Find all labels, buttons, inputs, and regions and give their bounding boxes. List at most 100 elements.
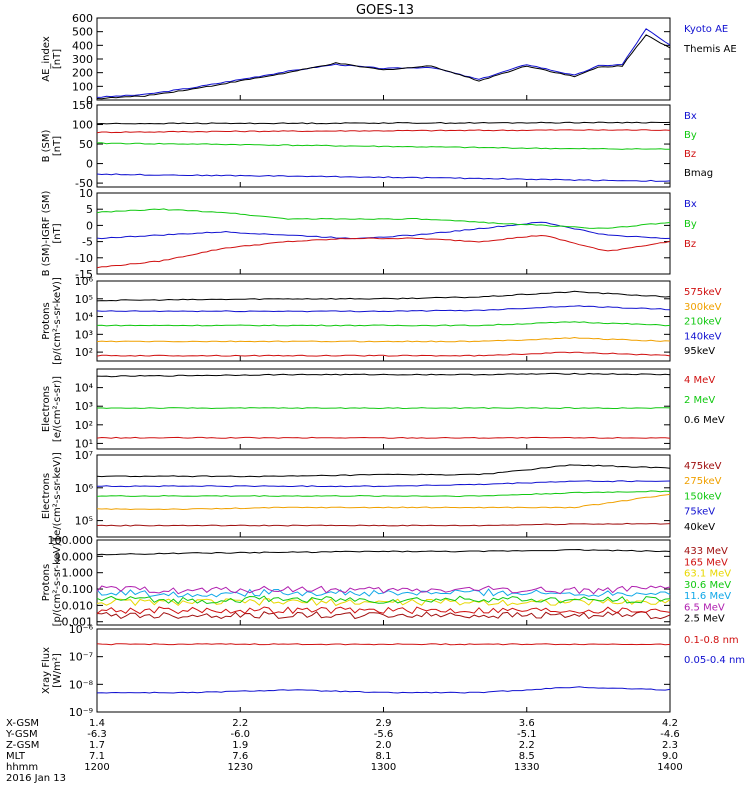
- series-line-2-5-mev: [96, 548, 671, 556]
- series-line-0-1-0-8-nm: [96, 643, 671, 646]
- y-axis-label: Electrons[e/(cm²-s-sr-keV)]: [41, 452, 63, 540]
- x-tick-label: -6.3: [87, 729, 107, 740]
- legend-entry: 210keV: [684, 317, 722, 328]
- panel-xray: 10⁻⁹ 10⁻⁸ 10⁻⁷ 10⁻⁶ Xray Flux[W/m²] 0.1-0.8 n…: [41, 623, 745, 719]
- panel-frame: [96, 17, 671, 101]
- y-tick-label: -15: [75, 268, 93, 281]
- panel-bsm: -50 0 50 100 150 B (SM)[nT] Bx By Bz Bmag: [41, 99, 713, 190]
- x-tick-label: 4.2: [662, 718, 678, 729]
- series-line-4-mev: [96, 436, 671, 439]
- legend-entry: 30.6 MeV: [684, 580, 731, 591]
- x-row-label: Y-GSM: [5, 729, 38, 740]
- y-tick-label: 500: [72, 26, 93, 39]
- legend-entry: Themis AE: [683, 44, 737, 55]
- series-line-433-mev: [96, 611, 671, 620]
- legend-entry: 4 MeV: [684, 375, 715, 386]
- legend-entry: 2.5 MeV: [684, 614, 725, 625]
- series-line-bx: [96, 221, 671, 240]
- legend-entry: 95keV: [684, 346, 715, 357]
- y-tick-label: 150: [72, 99, 93, 112]
- panel-bigrf: -15 -10 -5 0 5 10 B (SM)-IGRF (SM)[nT] Bx By Bz: [41, 187, 697, 281]
- y-tick-label: 10³: [75, 328, 93, 341]
- x-tick-label: 1330: [514, 762, 539, 773]
- series-line-210kev: [96, 321, 671, 327]
- y-axis-label: Protons[p/(cm²-s-sr-keV)]: [41, 539, 63, 627]
- legend-entry: 433 MeV: [684, 546, 728, 557]
- y-tick-label: 10⁷: [75, 449, 93, 462]
- legend-entry: Bz: [684, 149, 696, 160]
- y-tick-label: 10⁻⁷: [69, 651, 93, 664]
- y-tick-label: 10.000: [55, 550, 94, 563]
- y-tick-label: 0.010: [62, 599, 94, 612]
- y-tick-label: 100: [72, 80, 93, 93]
- x-tick-label: 1300: [371, 762, 396, 773]
- series-line-63-1-mev: [96, 598, 671, 607]
- x-tick-label: 2.9: [376, 718, 392, 729]
- y-axis-label: B (SM)-IGRF (SM)[nT]: [41, 191, 63, 277]
- series-line-75kev: [97, 480, 671, 488]
- legend-entry: 275keV: [684, 476, 722, 487]
- x-tick-label: 8.5: [519, 751, 535, 762]
- legend-entry: 40keV: [684, 522, 715, 533]
- x-tick-label: 3.6: [519, 718, 535, 729]
- y-tick-label: 10⁻⁹: [69, 706, 93, 719]
- y-tick-label: -5: [82, 236, 93, 249]
- x-tick-label: -5.1: [517, 729, 537, 740]
- series-line-165-mev: [96, 606, 671, 615]
- y-tick-label: 10⁴: [75, 382, 94, 395]
- y-tick-label: 100.000: [48, 534, 94, 547]
- series-line-6-5-mev: [96, 585, 671, 595]
- x-row-label: X-GSM: [6, 718, 39, 729]
- series-line-95kev: [96, 290, 671, 302]
- legend-entry: 575keV: [684, 287, 722, 298]
- legend-entry: 2 MeV: [684, 395, 715, 406]
- legend-entry: 165 MeV: [684, 557, 728, 568]
- y-tick-label: 10⁻⁶: [69, 623, 94, 636]
- x-tick-label: 1400: [657, 762, 682, 773]
- y-tick-label: 10: [79, 187, 93, 200]
- x-tick-label: 1230: [228, 762, 253, 773]
- y-tick-label: 400: [72, 39, 93, 52]
- y-axis-label: B (SM)[nT]: [41, 129, 63, 162]
- series-line-575kev: [96, 351, 671, 357]
- series-line-themis-ae: [96, 34, 671, 100]
- legend-entry: Bx: [684, 199, 697, 210]
- legend-entry: 63.1 MeV: [684, 569, 731, 580]
- x-row-label: hhmm: [6, 762, 38, 773]
- series-line-275kev: [96, 493, 671, 511]
- y-tick-label: 0: [86, 219, 93, 232]
- x-tick-label: 2.0: [376, 740, 392, 751]
- legend-entry: Kyoto AE: [684, 24, 728, 35]
- date-label: 2016 Jan 13: [6, 773, 66, 784]
- series-line-by: [96, 142, 670, 150]
- y-tick-label: 5: [86, 203, 93, 216]
- y-axis-label: Protons[p/(cm²-s-sr-keV)]: [41, 277, 63, 365]
- legend-entry: By: [684, 130, 697, 141]
- y-tick-label: 200: [72, 67, 93, 80]
- series-line-140kev: [96, 305, 671, 313]
- x-tick-label: 2.2: [519, 740, 535, 751]
- legend-entry: Bx: [684, 111, 697, 122]
- x-row-label: Z-GSM: [6, 740, 39, 751]
- panel-elec1: 10¹ 10² 10³ 10⁴ Electrons[e/(cm²-s-sr)] 4 MeV…: [41, 368, 725, 450]
- series-line-bmag: [96, 121, 671, 125]
- x-tick-label: 1.7: [89, 740, 105, 751]
- panel-frame: [96, 368, 671, 450]
- series-line-300kev: [96, 336, 671, 343]
- panel-frame: [96, 628, 671, 713]
- x-tick-label: 8.1: [376, 751, 392, 762]
- y-tick-label: 0: [86, 94, 93, 107]
- y-axis-label: Xray Flux[W/m²]: [41, 647, 63, 694]
- legend-entry: 300keV: [684, 302, 722, 313]
- legend-entry: 150keV: [684, 491, 722, 502]
- series-line-150kev: [96, 490, 671, 498]
- panel-elec2: 10⁵ 10⁶ 10⁷ Electrons[e/(cm²-s-sr-keV)] 475k…: [41, 449, 722, 540]
- x-tick-label: -6.0: [230, 729, 250, 740]
- x-tick-label: 1.4: [89, 718, 105, 729]
- y-tick-label: -10: [75, 252, 93, 265]
- y-tick-label: 10⁵: [75, 515, 93, 528]
- series-line-bz: [96, 234, 671, 269]
- y-tick-label: 10¹: [75, 437, 93, 450]
